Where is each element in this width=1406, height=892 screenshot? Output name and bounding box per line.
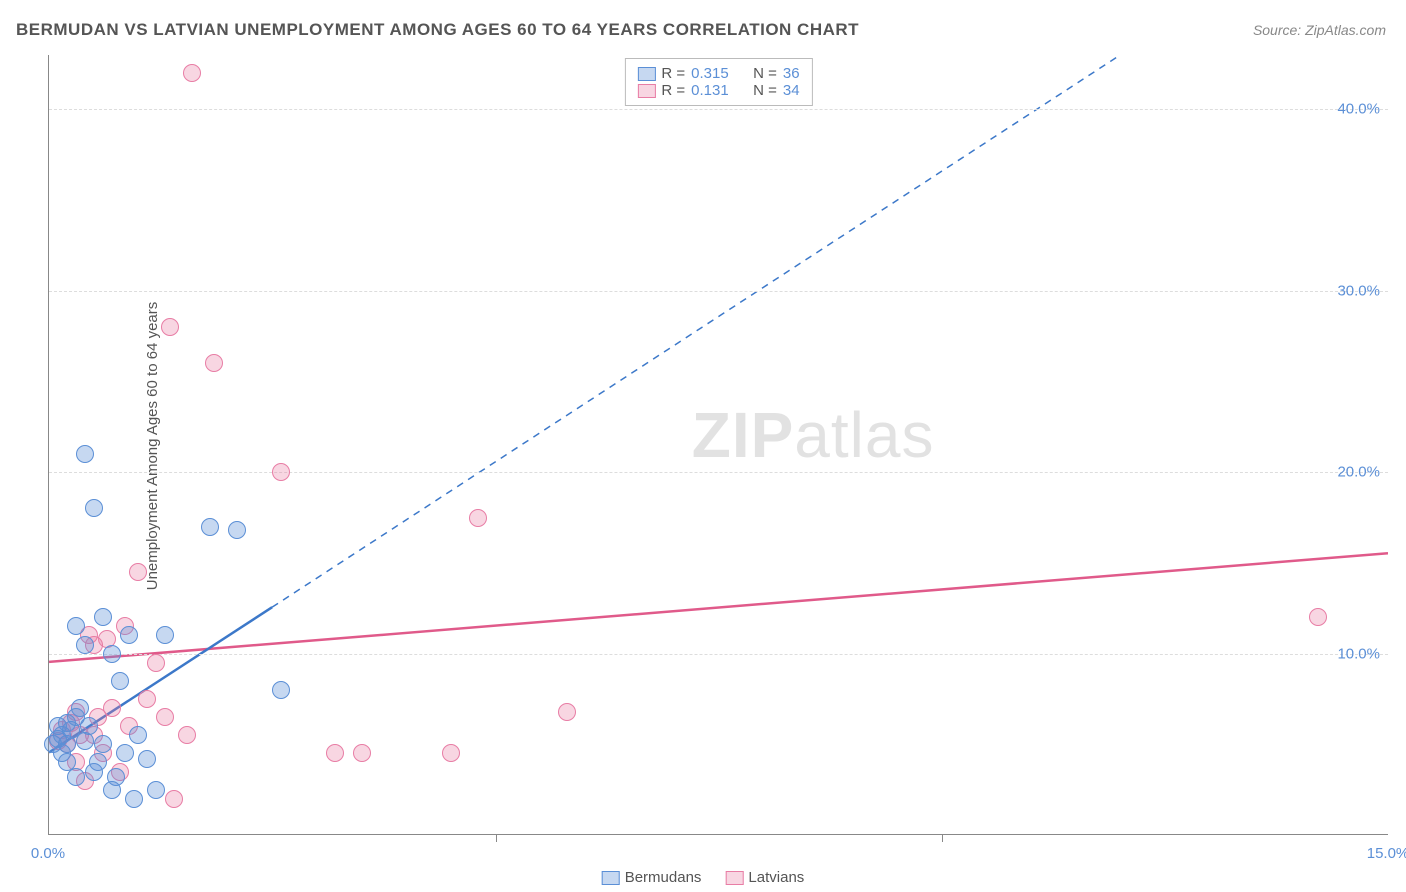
latvians-point [165,790,183,808]
y-tick-label: 10.0% [1337,645,1380,662]
latvians-point [178,726,196,744]
bermudans-point [85,763,103,781]
r-value: 0.131 [691,82,739,99]
bermudans-point [67,617,85,635]
trend-lines [49,55,1388,834]
latvians-point [469,509,487,527]
bermudans-point [103,645,121,663]
legend-swatch [637,84,655,98]
n-value: 36 [783,65,800,82]
gridline-h [49,472,1388,473]
latvians-point [353,744,371,762]
latvians-point [326,744,344,762]
latvians-point [442,744,460,762]
gridline-h [49,654,1388,655]
trend-line [272,55,1120,607]
legend-item: Latvians [725,869,804,886]
legend-label: Latvians [748,869,804,886]
legend-swatch [637,67,655,81]
x-tick-label: 15.0% [1367,845,1406,862]
plot-area: ZIPatlas R = 0.315 N = 36 R = 0.131 N = … [48,55,1388,835]
bermudans-point [272,681,290,699]
r-label: R = [661,65,685,82]
n-label: N = [753,65,777,82]
bermudans-point [147,781,165,799]
latvians-point [183,64,201,82]
y-tick-label: 20.0% [1337,464,1380,481]
bermudans-point [111,672,129,690]
legend-swatch [602,871,620,885]
latvians-point [103,699,121,717]
bermudans-point [156,626,174,644]
chart-title: BERMUDAN VS LATVIAN UNEMPLOYMENT AMONG A… [16,20,859,40]
bermudans-point [58,753,76,771]
bermudans-point [94,735,112,753]
y-tick-label: 40.0% [1337,101,1380,118]
bermudans-point [125,790,143,808]
latvians-point [272,463,290,481]
bermudans-point [129,726,147,744]
bermudans-point [71,699,89,717]
r-value: 0.315 [691,65,739,82]
bermudans-point [94,608,112,626]
bermudans-point [120,626,138,644]
x-tick-label: 0.0% [31,845,65,862]
x-tick-mark [496,834,497,842]
latvians-point [161,318,179,336]
correlation-legend: R = 0.315 N = 36 R = 0.131 N = 34 [624,58,812,106]
source-label: Source: ZipAtlas.com [1253,22,1386,38]
y-tick-label: 30.0% [1337,282,1380,299]
gridline-h [49,109,1388,110]
r-label: R = [661,82,685,99]
bermudans-point [138,750,156,768]
bermudans-point [201,518,219,536]
legend-row: R = 0.131 N = 34 [637,82,799,99]
latvians-point [156,708,174,726]
latvians-point [147,654,165,672]
gridline-h [49,291,1388,292]
latvians-point [138,690,156,708]
bermudans-point [76,445,94,463]
legend-label: Bermudans [625,869,702,886]
bermudans-point [80,717,98,735]
n-label: N = [753,82,777,99]
legend-swatch [725,871,743,885]
legend-row: R = 0.315 N = 36 [637,65,799,82]
x-tick-mark [942,834,943,842]
legend-item: Bermudans [602,869,702,886]
bermudans-point [107,768,125,786]
latvians-point [1309,608,1327,626]
n-value: 34 [783,82,800,99]
bermudans-point [85,499,103,517]
latvians-point [558,703,576,721]
bermudans-point [116,744,134,762]
trend-line [49,553,1388,662]
latvians-point [205,354,223,372]
watermark: ZIPatlas [692,398,935,472]
series-legend: Bermudans Latvians [602,869,805,886]
bermudans-point [228,521,246,539]
chart-container: BERMUDAN VS LATVIAN UNEMPLOYMENT AMONG A… [0,0,1406,892]
bermudans-point [76,636,94,654]
latvians-point [129,563,147,581]
